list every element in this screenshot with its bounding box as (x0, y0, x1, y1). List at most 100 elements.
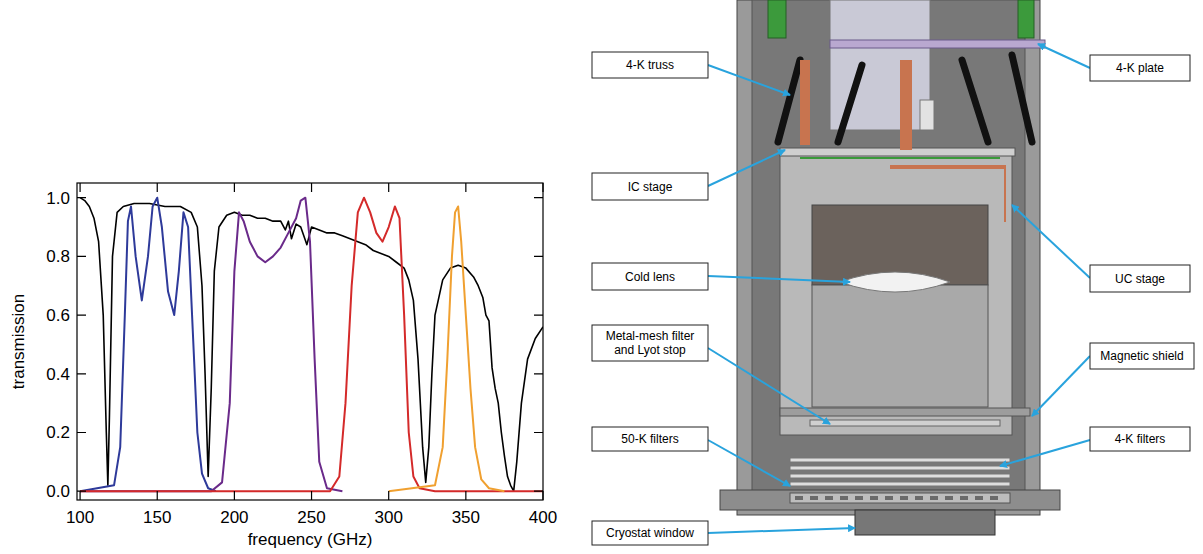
label-text: 4-K truss (626, 58, 674, 72)
series-group (80, 198, 543, 492)
ic-plate (780, 148, 1015, 156)
filter-ridge (840, 496, 848, 500)
label-line: and Lyot stop (614, 343, 686, 357)
x-tick-label: 350 (452, 508, 480, 527)
label-line: UC stage (1115, 272, 1165, 286)
x-tick-label: 150 (143, 508, 171, 527)
leader-arrow (708, 150, 785, 186)
plot-frame (77, 183, 543, 500)
leader-arrow (708, 276, 850, 282)
label-text: Metal-mesh filterand Lyot stop (606, 329, 695, 357)
label-box (592, 325, 708, 361)
filter-ridge (945, 496, 953, 500)
filter-ridge (975, 496, 983, 500)
label-box (1090, 343, 1194, 369)
y-tick (77, 491, 543, 492)
x-tick-label: 200 (220, 508, 248, 527)
label-box (1090, 55, 1190, 81)
label-line: Metal-mesh filter (606, 329, 695, 343)
x-tick-label: 250 (297, 508, 325, 527)
copper-strap (900, 60, 912, 150)
x-tick (311, 183, 312, 500)
bottom-flange (720, 490, 1060, 510)
label-box (592, 521, 708, 545)
x-axis-title: frequency (GHz) (248, 530, 373, 549)
lens-tube (812, 285, 988, 407)
filter-ridge (885, 496, 893, 500)
y-tick-label: 0.6 (46, 306, 70, 325)
magnetic-shield-tube (780, 150, 1012, 435)
label-box (1090, 427, 1190, 451)
y-tick-label: 0.2 (46, 423, 70, 442)
label-text: 4-K plate (1116, 61, 1164, 75)
filter-ridge (795, 496, 803, 500)
outer-shell (737, 0, 1040, 515)
leader-arrow (1000, 440, 1090, 466)
x-tick (388, 183, 389, 500)
ic-board (800, 157, 1000, 159)
label-text: 4-K filters (1115, 432, 1166, 446)
sensor (920, 100, 934, 130)
four-k-filter (790, 474, 1010, 478)
filter-ridge (900, 496, 908, 500)
filter-ridge (810, 496, 818, 500)
green-post (1018, 0, 1034, 38)
label-box (592, 427, 708, 451)
label-box (592, 173, 708, 200)
series-line (80, 198, 543, 492)
y-tick (77, 373, 543, 374)
uc-copper (890, 165, 1005, 169)
series-line (80, 198, 342, 492)
label-line: 4-K filters (1115, 432, 1166, 446)
truss-leg (838, 65, 862, 142)
label-box (1090, 265, 1190, 292)
shield-plate (780, 408, 1030, 416)
filter-ridge (870, 496, 878, 500)
leader-arrow (708, 348, 830, 424)
series-line (389, 206, 505, 491)
leader-arrow (708, 440, 790, 486)
four-k-filter (790, 466, 1010, 470)
label-line: 4-K plate (1116, 61, 1164, 75)
uc-strap (1004, 165, 1006, 222)
lyot-plate (810, 420, 1000, 426)
y-axis-title: transmission (9, 294, 28, 389)
y-tick-label: 0.4 (46, 365, 70, 384)
label-text: Magnetic shield (1100, 349, 1183, 363)
lens-shape (840, 272, 950, 292)
y-tick (77, 314, 543, 315)
x-tick (542, 183, 543, 500)
green-post (768, 0, 786, 38)
x-tick (157, 183, 158, 500)
y-tick (77, 256, 543, 257)
fifty-k-filter (790, 493, 1010, 503)
window-frame (855, 510, 995, 535)
y-tick (77, 197, 543, 198)
y-tick-label: 0.8 (46, 247, 70, 266)
x-tick-label: 300 (375, 508, 403, 527)
label-text: UC stage (1115, 272, 1165, 286)
vacuum-space (752, 0, 1025, 500)
truss-leg (1012, 55, 1032, 142)
label-box (592, 52, 708, 78)
series-line (80, 198, 543, 492)
x-tick-label: 100 (66, 508, 94, 527)
y-tick-label: 1.0 (46, 189, 70, 208)
label-line: 4-K truss (626, 58, 674, 72)
filter-ridge (825, 496, 833, 500)
label-text: Cryostat window (606, 526, 694, 540)
leader-arrow (1032, 356, 1090, 416)
x-tick-label: 400 (529, 508, 557, 527)
filter-ridge (855, 496, 863, 500)
label-line: 50-K filters (621, 432, 678, 446)
label-line: Cold lens (625, 270, 675, 284)
x-tick (234, 183, 235, 500)
leader-arrow (708, 528, 855, 533)
filter-ridge (930, 496, 938, 500)
series-line (80, 198, 216, 492)
copper-strap (800, 60, 810, 145)
filter-ridge (915, 496, 923, 500)
leader-arrow (708, 65, 790, 95)
leader-arrow (1038, 44, 1090, 68)
label-line: Magnetic shield (1100, 349, 1183, 363)
